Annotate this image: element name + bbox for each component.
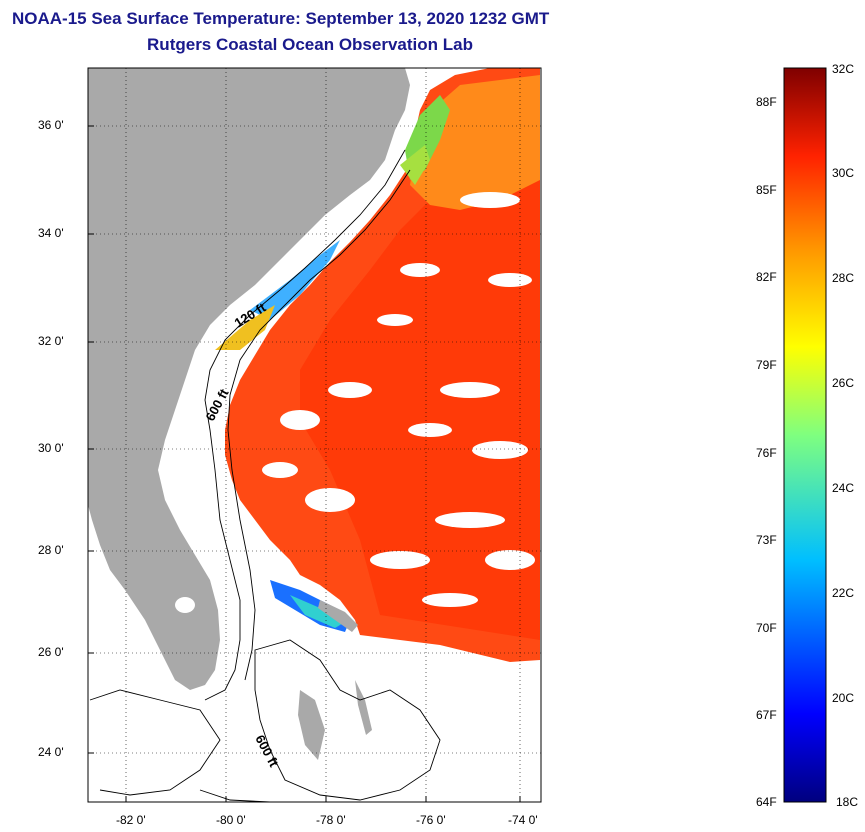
- lat-tick-32: 32 0': [38, 334, 64, 348]
- cb-c-24: 24C: [832, 481, 855, 495]
- cb-f-70: 70F: [756, 621, 777, 635]
- lon-tick-82: -82 0': [116, 813, 146, 827]
- cb-f-82: 82F: [756, 270, 777, 284]
- sst-warm-core: [300, 90, 540, 640]
- cb-c-18: 18C: [836, 795, 859, 809]
- plot-border: [87, 67, 542, 803]
- map-subtitle: Rutgers Coastal Ocean Observation Lab: [147, 35, 473, 54]
- cb-f-76: 76F: [756, 446, 777, 460]
- cb-c-22: 22C: [832, 586, 855, 600]
- lake-okeechobee: [175, 597, 195, 613]
- sst-yellow-shelf: [215, 305, 275, 350]
- colorbar: [783, 67, 827, 803]
- bathymetry-contours: [89, 149, 441, 802]
- sst-bahamas-teal: [290, 595, 345, 628]
- cb-c-30: 30C: [832, 166, 855, 180]
- lon-tick-76: -76 0': [416, 813, 446, 827]
- cb-f-67: 67F: [756, 708, 777, 722]
- map-title: NOAA-15 Sea Surface Temperature: Septemb…: [12, 9, 550, 28]
- lon-tick-74: -74 0': [508, 813, 538, 827]
- sst-green-sounds: [400, 145, 430, 185]
- contour-cuba: [199, 789, 271, 802]
- land-eleuthera: [355, 680, 372, 735]
- sst-cool-shelf: [250, 240, 340, 320]
- land-andros: [298, 690, 325, 760]
- lat-tick-34: 34 0': [38, 226, 64, 240]
- lat-tick-24: 24 0': [38, 745, 64, 759]
- contour-florida-keys: [89, 689, 221, 796]
- contour-bahamas-banks: [254, 639, 441, 801]
- lat-tick-28: 28 0': [38, 543, 64, 557]
- lat-tick-26: 26 0': [38, 645, 64, 659]
- land-great-abaco: [318, 600, 358, 632]
- contour-120ft: [204, 149, 406, 701]
- cloud-gaps: [262, 192, 535, 607]
- lat-tick-30: 30 0': [38, 441, 64, 455]
- cb-f-88: 88F: [756, 95, 777, 109]
- cb-f-73: 73F: [756, 533, 777, 547]
- contour-600ft: [227, 169, 411, 681]
- cb-f-79: 79F: [756, 358, 777, 372]
- lat-tick-36: 36 0': [38, 118, 64, 132]
- cb-c-32: 32C: [832, 62, 855, 76]
- lon-tick-78: -78 0': [316, 813, 346, 827]
- land-us-coast: [88, 68, 410, 690]
- axis-ticks: [88, 125, 521, 802]
- cb-f-85: 85F: [756, 183, 777, 197]
- cb-c-20: 20C: [832, 691, 855, 705]
- lon-tick-80: -80 0': [216, 813, 246, 827]
- cb-f-64: 64F: [756, 795, 777, 809]
- cb-c-26: 26C: [832, 376, 855, 390]
- cb-c-28: 28C: [832, 271, 855, 285]
